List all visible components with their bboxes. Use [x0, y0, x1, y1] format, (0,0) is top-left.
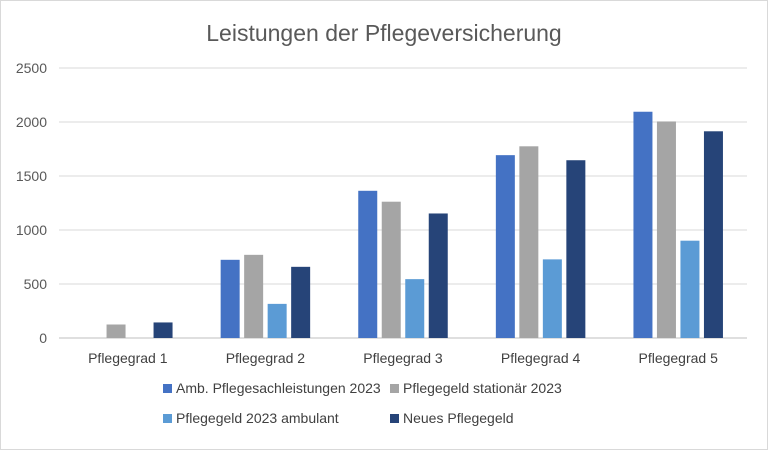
- legend-swatch: [390, 384, 399, 393]
- y-axis-ticks: 0 500 1000 1500 2000 2500: [16, 60, 47, 346]
- legend-swatch: [163, 414, 172, 423]
- chart-title: Leistungen der Pflegeversicherung: [206, 20, 561, 46]
- legend-label: Pflegegeld 2023 ambulant: [176, 410, 339, 426]
- gridlines: [59, 67, 747, 339]
- bar-3-3: [405, 279, 425, 338]
- bar-4-4: [566, 160, 586, 338]
- legend-label: Amb. Pflegesachleistungen 2023: [176, 380, 381, 396]
- bar-1-4: [495, 155, 515, 338]
- legend: Amb. Pflegesachleistungen 2023 Pflegegeld…: [163, 380, 562, 426]
- legend-label: Neues Pflegegeld: [403, 410, 514, 426]
- x-category-label: Pflegegrad 5: [638, 350, 718, 366]
- bar-2-5: [656, 121, 676, 339]
- x-category-label: Pflegegrad 1: [88, 350, 168, 366]
- bar-4-2: [291, 266, 311, 338]
- x-category-label: Pflegegrad 4: [501, 350, 581, 366]
- bar-2-2: [244, 254, 264, 338]
- y-tick-label: 1500: [16, 168, 47, 184]
- legend-label: Pflegegeld stationär 2023: [403, 380, 562, 396]
- legend-swatch: [390, 414, 399, 423]
- x-category-label: Pflegegrad 3: [363, 350, 443, 366]
- y-tick-label: 2000: [16, 114, 47, 130]
- x-category-label: Pflegegrad 2: [226, 350, 306, 366]
- y-tick-label: 500: [24, 276, 48, 292]
- legend-swatch: [163, 384, 172, 393]
- y-tick-label: 1000: [16, 222, 47, 238]
- x-axis-categories: Pflegegrad 1 Pflegegrad 2 Pflegegrad 3 Pfle…: [88, 350, 718, 366]
- bar-1-2: [220, 259, 240, 338]
- bar-2-4: [519, 146, 539, 338]
- bar-1-5: [633, 111, 653, 339]
- y-tick-label: 0: [39, 330, 47, 346]
- bar-4-3: [428, 213, 448, 338]
- bar-2-1: [106, 324, 126, 338]
- bar-3-5: [680, 240, 700, 338]
- bar-3-2: [267, 303, 287, 338]
- y-tick-label: 2500: [16, 60, 47, 76]
- bar-2-3: [381, 201, 401, 338]
- bar-3-4: [542, 259, 562, 338]
- bars: [106, 111, 723, 339]
- bar-1-3: [358, 190, 378, 338]
- bar-4-5: [703, 131, 723, 338]
- bar-4-1: [153, 322, 173, 338]
